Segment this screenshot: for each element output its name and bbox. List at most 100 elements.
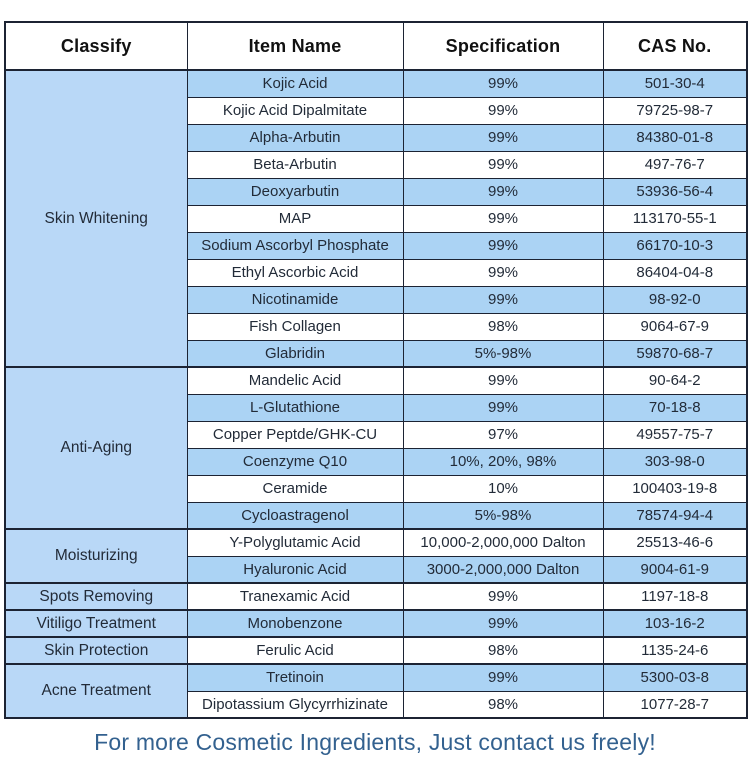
item-name-cell: Ethyl Ascorbic Acid (186, 258, 404, 287)
specification-cell: 99% (402, 582, 604, 611)
cas-cell: 1197-18-8 (602, 582, 748, 611)
cas-cell: 113170-55-1 (602, 204, 748, 233)
item-name-cell: Kojic Acid Dipalmitate (186, 96, 404, 125)
cas-cell: 84380-01-8 (602, 123, 748, 152)
col-header-specification: Specification (402, 21, 604, 71)
specification-cell: 98% (402, 312, 604, 341)
item-name-cell: Kojic Acid (186, 69, 404, 98)
col-header-cas-no: CAS No. (602, 21, 748, 71)
classify-cell: Vitiligo Treatment (4, 609, 188, 638)
classify-cell: Moisturizing (4, 528, 188, 584)
cas-cell: 303-98-0 (602, 447, 748, 476)
table-row: Moisturizing Y-Polyglutamic Acid 10,000-2,… (4, 528, 748, 584)
table-row: Alpha-Arbutin 99% 84380-01-8 (5, 123, 748, 152)
cas-cell: 79725-98-7 (602, 96, 748, 125)
cas-cell: 100403-19-8 (602, 474, 748, 503)
item-name-cell: Tranexamic Acid (186, 582, 404, 611)
cas-cell: 5300-03-8 (602, 663, 748, 692)
table-row: Kojic Acid Dipalmitate 99% 79725-98-7 (5, 96, 748, 125)
col-header-classify: Classify (4, 21, 188, 71)
specification-cell: 5%-98% (402, 501, 604, 530)
table-row: Anti-Aging Mandelic Acid 99% 90-64-2 (4, 366, 748, 530)
specification-cell: 99% (402, 69, 604, 98)
specification-cell: 10% (402, 474, 604, 503)
item-name-cell: MAP (186, 204, 404, 233)
item-name-cell: Ferulic Acid (186, 636, 404, 665)
ingredients-table: Classify Item Name Specification CAS No.… (4, 21, 748, 719)
cas-cell: 1135-24-6 (602, 636, 748, 665)
table-row: Dipotassium Glycyrrhizinate 98% 1077-28-7 (5, 690, 748, 719)
cas-cell: 103-16-2 (602, 609, 748, 638)
specification-cell: 99% (402, 231, 604, 260)
specification-cell: 99% (402, 663, 604, 692)
table-row: Copper Peptde/GHK-CU 97% 49557-75-7 (5, 420, 748, 449)
cas-cell: 49557-75-7 (602, 420, 748, 449)
table-row: Vitiligo Treatment Monobenzone 99% 103-16-2 (4, 609, 748, 638)
specification-cell: 98% (402, 636, 604, 665)
specification-cell: 3000-2,000,000 Dalton (402, 555, 604, 584)
classify-cell: Skin Whitening (4, 69, 188, 368)
specification-cell: 99% (402, 393, 604, 422)
specification-cell: 99% (402, 177, 604, 206)
classify-cell: Acne Treatment (4, 663, 188, 719)
specification-cell: 98% (402, 690, 604, 719)
item-name-cell: Cycloastragenol (186, 501, 404, 530)
item-name-cell: Dipotassium Glycyrrhizinate (186, 690, 404, 719)
specification-cell: 5%-98% (402, 339, 604, 368)
cas-cell: 78574-94-4 (602, 501, 748, 530)
specification-cell: 10%, 20%, 98% (402, 447, 604, 476)
item-name-cell: Beta-Arbutin (186, 150, 404, 179)
cas-cell: 90-64-2 (602, 366, 748, 395)
classify-cell: Anti-Aging (4, 366, 188, 530)
cas-cell: 59870-68-7 (602, 339, 748, 368)
item-name-cell: Alpha-Arbutin (186, 123, 404, 152)
table-row: Spots Removing Tranexamic Acid 99% 1197-18-… (4, 582, 748, 611)
table-row: Fish Collagen 98% 9064-67-9 (5, 312, 748, 341)
item-name-cell: Ceramide (186, 474, 404, 503)
table-row: Acne Treatment Tretinoin 99% 5300-03-8 (4, 663, 748, 719)
cas-cell: 497-76-7 (602, 150, 748, 179)
table-row: Ceramide 10% 100403-19-8 (5, 474, 748, 503)
cas-cell: 98-92-0 (602, 285, 748, 314)
item-name-cell: Nicotinamide (186, 285, 404, 314)
specification-cell: 99% (402, 204, 604, 233)
specification-cell: 99% (402, 123, 604, 152)
table-row: Glabridin 5%-98% 59870-68-7 (5, 339, 748, 368)
item-name-cell: Glabridin (186, 339, 404, 368)
item-name-cell: L-Glutathione (186, 393, 404, 422)
specification-cell: 99% (402, 609, 604, 638)
item-name-cell: Mandelic Acid (186, 366, 404, 395)
item-name-cell: Y-Polyglutamic Acid (186, 528, 404, 557)
table-row: Skin Whitening Kojic Acid 99% 501-30-4 (4, 69, 748, 368)
header-row: Classify Item Name Specification CAS No. (4, 21, 748, 71)
item-name-cell: Copper Peptde/GHK-CU (186, 420, 404, 449)
item-name-cell: Sodium Ascorbyl Phosphate (186, 231, 404, 260)
specification-cell: 99% (402, 150, 604, 179)
specification-cell: 99% (402, 258, 604, 287)
cas-cell: 1077-28-7 (602, 690, 748, 719)
table-row: MAP 99% 113170-55-1 (5, 204, 748, 233)
table-row: L-Glutathione 99% 70-18-8 (5, 393, 748, 422)
specification-cell: 99% (402, 366, 604, 395)
cas-cell: 53936-56-4 (602, 177, 748, 206)
table-row: Coenzyme Q10 10%, 20%, 98% 303-98-0 (5, 447, 748, 476)
classify-cell: Spots Removing (4, 582, 188, 611)
cas-cell: 86404-04-8 (602, 258, 748, 287)
cas-cell: 9064-67-9 (602, 312, 748, 341)
table-row: Nicotinamide 99% 98-92-0 (5, 285, 748, 314)
specification-cell: 99% (402, 285, 604, 314)
specification-cell: 97% (402, 420, 604, 449)
item-name-cell: Deoxyarbutin (186, 177, 404, 206)
cas-cell: 501-30-4 (602, 69, 748, 98)
cas-cell: 25513-46-6 (602, 528, 748, 557)
classify-cell: Skin Protection (4, 636, 188, 665)
footer-note: For more Cosmetic Ingredients, Just cont… (94, 728, 656, 755)
col-header-item-name: Item Name (186, 21, 404, 71)
cas-cell: 70-18-8 (602, 393, 748, 422)
table-row: Hyaluronic Acid 3000-2,000,000 Dalton 9004… (5, 555, 748, 584)
specification-cell: 10,000-2,000,000 Dalton (402, 528, 604, 557)
item-name-cell: Fish Collagen (186, 312, 404, 341)
item-name-cell: Monobenzone (186, 609, 404, 638)
item-name-cell: Tretinoin (186, 663, 404, 692)
